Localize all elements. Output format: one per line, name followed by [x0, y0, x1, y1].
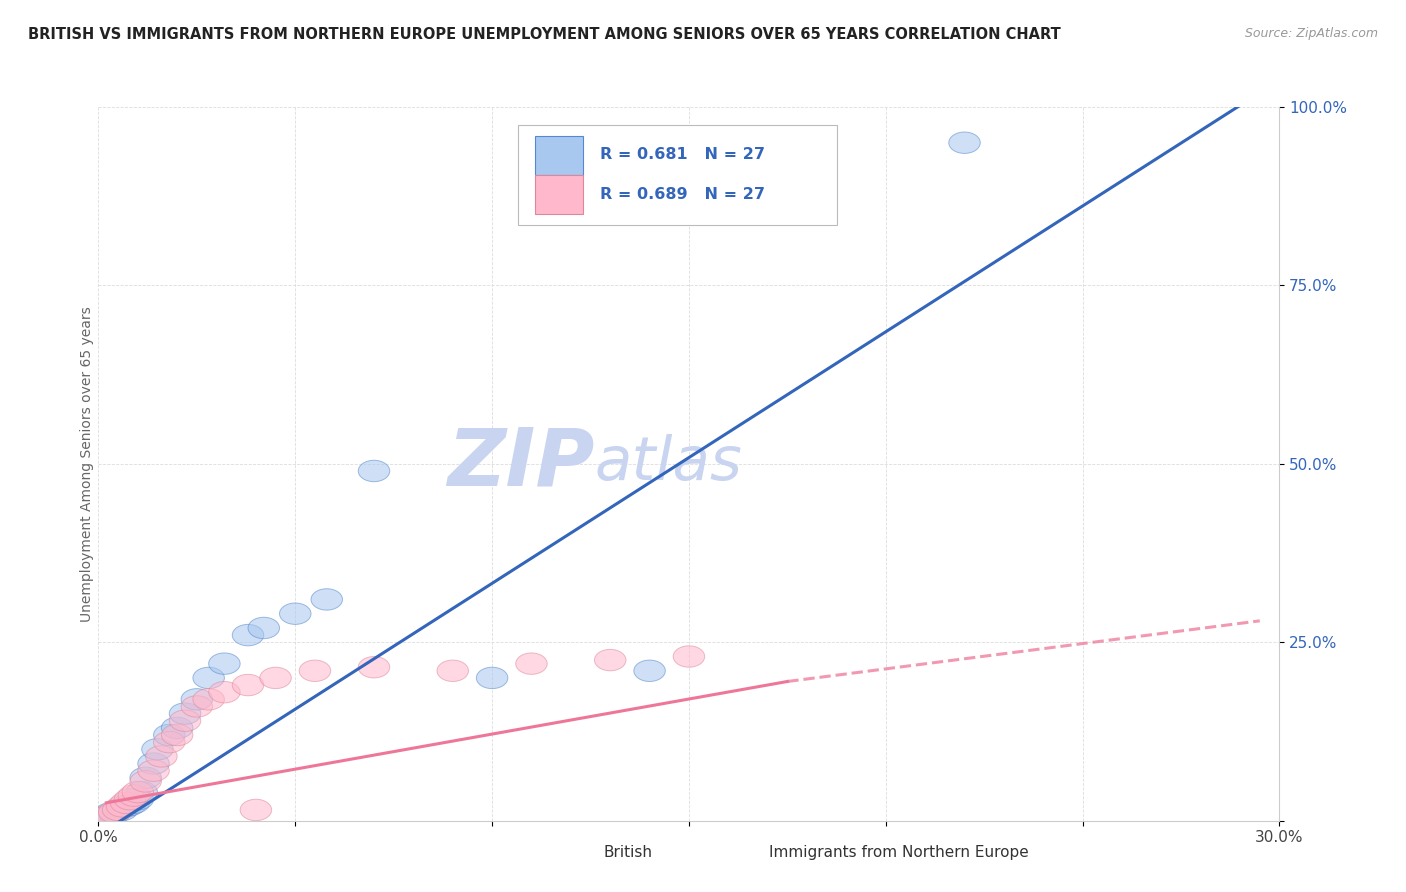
- Ellipse shape: [142, 739, 173, 760]
- Ellipse shape: [114, 794, 146, 815]
- Ellipse shape: [138, 760, 169, 781]
- Ellipse shape: [673, 646, 704, 667]
- Ellipse shape: [107, 796, 138, 817]
- Ellipse shape: [247, 617, 280, 639]
- Ellipse shape: [162, 717, 193, 739]
- FancyBboxPatch shape: [517, 125, 837, 225]
- Bar: [536, 136, 582, 175]
- Ellipse shape: [299, 660, 330, 681]
- Ellipse shape: [122, 781, 153, 803]
- Ellipse shape: [107, 799, 138, 821]
- Ellipse shape: [98, 801, 129, 822]
- Ellipse shape: [181, 696, 212, 717]
- Ellipse shape: [118, 792, 149, 814]
- Y-axis label: Unemployment Among Seniors over 65 years: Unemployment Among Seniors over 65 years: [80, 306, 94, 622]
- Ellipse shape: [232, 624, 264, 646]
- Text: R = 0.681   N = 27: R = 0.681 N = 27: [600, 147, 765, 162]
- Ellipse shape: [162, 724, 193, 746]
- Ellipse shape: [118, 785, 149, 806]
- Ellipse shape: [181, 689, 212, 710]
- Ellipse shape: [169, 710, 201, 731]
- Ellipse shape: [311, 589, 343, 610]
- Ellipse shape: [114, 789, 146, 810]
- Bar: [713, 840, 758, 863]
- Ellipse shape: [110, 796, 142, 817]
- Text: Immigrants from Northern Europe: Immigrants from Northern Europe: [769, 845, 1029, 860]
- Ellipse shape: [477, 667, 508, 689]
- Ellipse shape: [634, 660, 665, 681]
- Ellipse shape: [90, 806, 122, 828]
- Ellipse shape: [90, 806, 122, 828]
- Ellipse shape: [153, 724, 186, 746]
- Ellipse shape: [110, 792, 142, 814]
- Ellipse shape: [138, 753, 169, 774]
- Ellipse shape: [122, 789, 153, 810]
- Text: BRITISH VS IMMIGRANTS FROM NORTHERN EUROPE UNEMPLOYMENT AMONG SENIORS OVER 65 YE: BRITISH VS IMMIGRANTS FROM NORTHERN EURO…: [28, 27, 1062, 42]
- Ellipse shape: [208, 653, 240, 674]
- Ellipse shape: [169, 703, 201, 724]
- Text: atlas: atlas: [595, 434, 742, 493]
- Ellipse shape: [949, 132, 980, 153]
- Text: Source: ZipAtlas.com: Source: ZipAtlas.com: [1244, 27, 1378, 40]
- Ellipse shape: [129, 771, 162, 792]
- Bar: [547, 840, 592, 863]
- Ellipse shape: [516, 653, 547, 674]
- Ellipse shape: [127, 781, 157, 803]
- Ellipse shape: [193, 667, 225, 689]
- Ellipse shape: [98, 803, 129, 824]
- Ellipse shape: [208, 681, 240, 703]
- Text: ZIP: ZIP: [447, 425, 595, 503]
- Ellipse shape: [103, 799, 134, 821]
- Ellipse shape: [595, 649, 626, 671]
- Ellipse shape: [359, 657, 389, 678]
- Ellipse shape: [146, 746, 177, 767]
- Ellipse shape: [153, 731, 186, 753]
- Ellipse shape: [280, 603, 311, 624]
- Ellipse shape: [94, 803, 127, 824]
- Ellipse shape: [232, 674, 264, 696]
- Ellipse shape: [359, 460, 389, 482]
- Bar: [536, 175, 582, 214]
- Text: British: British: [605, 845, 652, 860]
- Ellipse shape: [94, 805, 127, 826]
- Ellipse shape: [437, 660, 468, 681]
- Ellipse shape: [103, 799, 134, 821]
- Ellipse shape: [240, 799, 271, 821]
- Text: R = 0.689   N = 27: R = 0.689 N = 27: [600, 187, 765, 202]
- Ellipse shape: [260, 667, 291, 689]
- Ellipse shape: [129, 767, 162, 789]
- Ellipse shape: [193, 689, 225, 710]
